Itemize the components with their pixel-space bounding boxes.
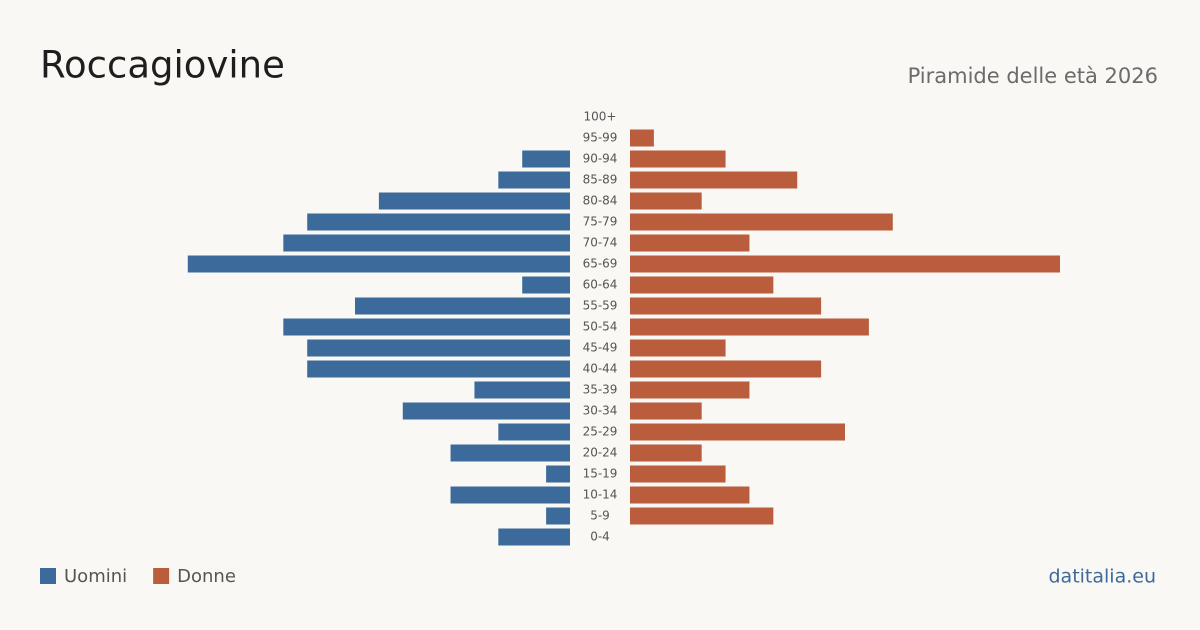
- age-label: 60-64: [583, 278, 618, 292]
- bar: [307, 213, 570, 231]
- bar: [283, 318, 570, 336]
- bar: [402, 402, 570, 420]
- bar: [474, 381, 570, 399]
- legend-swatch: [153, 568, 170, 584]
- age-label: 80-84: [583, 194, 618, 208]
- bar: [630, 402, 702, 420]
- bar: [546, 465, 570, 483]
- bar: [630, 360, 822, 378]
- age-label: 15-19: [583, 467, 618, 481]
- bar: [378, 192, 570, 210]
- age-label: 10-14: [583, 488, 618, 502]
- age-label: 85-89: [583, 173, 618, 187]
- age-label: 5-9: [590, 509, 610, 523]
- bar: [450, 444, 570, 462]
- age-label: 40-44: [583, 362, 618, 376]
- bar: [187, 255, 570, 273]
- bar: [283, 234, 570, 252]
- age-label: 0-4: [590, 530, 610, 544]
- age-label: 45-49: [583, 341, 618, 355]
- bar: [630, 213, 893, 231]
- bar: [630, 381, 750, 399]
- legend-label: Uomini: [64, 566, 127, 587]
- bar: [630, 465, 726, 483]
- age-label: 50-54: [583, 320, 618, 334]
- bar: [522, 276, 570, 294]
- age-label: 20-24: [583, 446, 618, 460]
- bar: [630, 255, 1060, 273]
- bar: [450, 486, 570, 504]
- bar: [630, 339, 726, 357]
- bar: [630, 171, 798, 189]
- age-label: 25-29: [583, 425, 618, 439]
- bar: [630, 486, 750, 504]
- chart-subtitle: Piramide delle età 2026: [908, 64, 1158, 88]
- bar: [630, 318, 869, 336]
- bar: [355, 297, 570, 315]
- source: datitalia.eu: [1049, 566, 1157, 588]
- age-label: 65-69: [583, 257, 618, 271]
- legend-swatch: [40, 568, 56, 584]
- bar: [630, 150, 726, 168]
- bar: [546, 507, 570, 525]
- bar: [630, 129, 654, 147]
- bar: [307, 360, 570, 378]
- age-label: 75-79: [583, 215, 618, 229]
- legend-label: Donne: [177, 566, 236, 587]
- bar: [630, 423, 845, 441]
- age-label: 55-59: [583, 299, 618, 313]
- bar: [630, 297, 822, 315]
- bar: [630, 507, 774, 525]
- age-label: 70-74: [583, 236, 618, 250]
- bar: [630, 234, 750, 252]
- age-label: 35-39: [583, 383, 618, 397]
- age-label: 90-94: [583, 152, 618, 166]
- chart-title: Roccagiovine: [40, 44, 285, 87]
- bar: [630, 444, 702, 462]
- bar: [498, 171, 570, 189]
- bar: [307, 339, 570, 357]
- bar: [498, 528, 570, 546]
- bar: [630, 192, 702, 210]
- bar: [630, 276, 774, 294]
- age-label: 100+: [584, 110, 617, 124]
- age-label: 95-99: [583, 131, 618, 145]
- bar: [522, 150, 570, 168]
- bar: [498, 423, 570, 441]
- age-label: 30-34: [583, 404, 618, 418]
